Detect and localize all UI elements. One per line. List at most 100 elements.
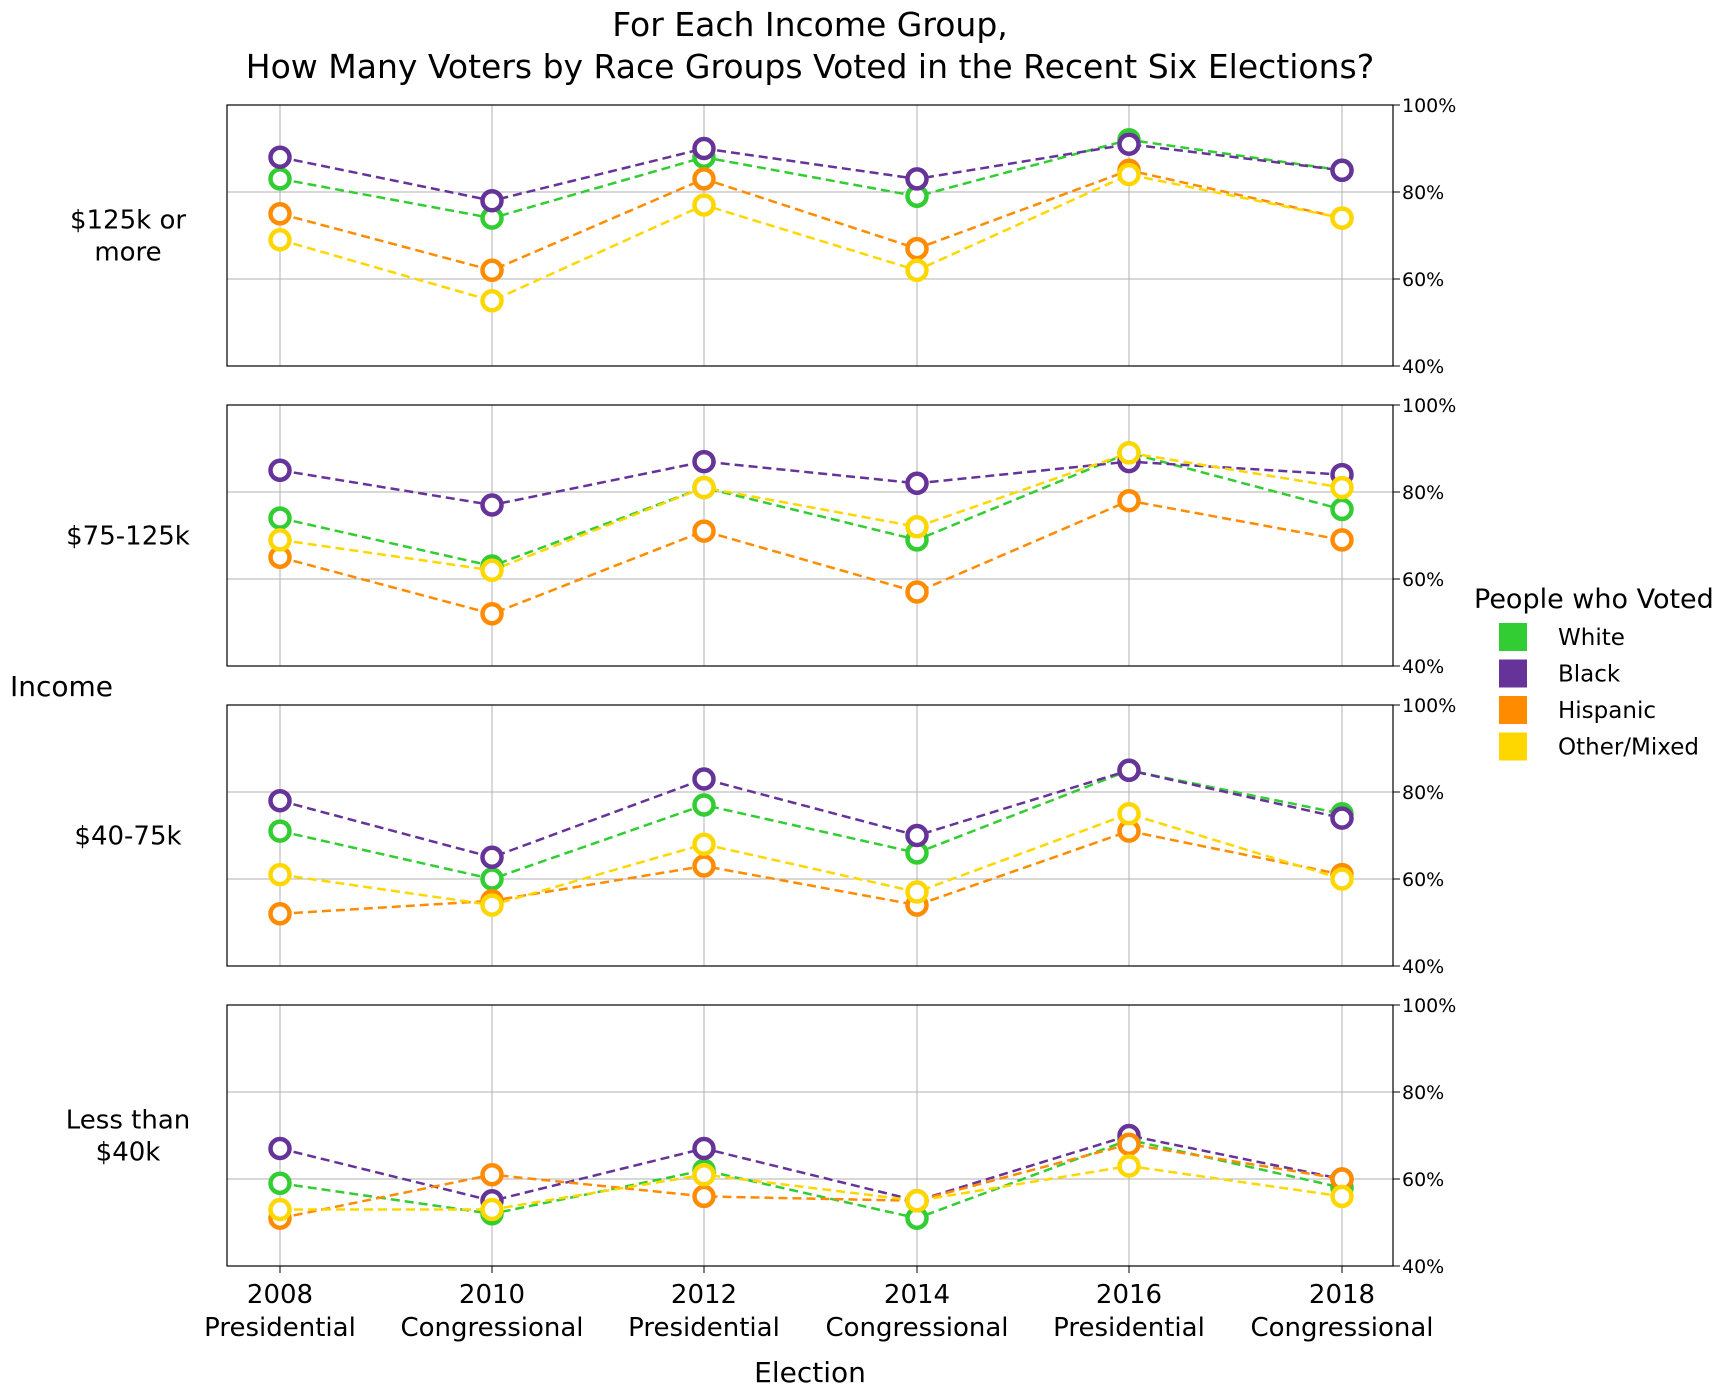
legend-label: Other/Mixed — [1558, 735, 1699, 761]
legend-label: Hispanic — [1558, 698, 1656, 724]
legend: People who Voted White Black Hispanic Other/… — [1474, 584, 1714, 761]
data-point — [268, 902, 292, 926]
data-point — [905, 580, 929, 604]
x-tick-kind: Presidential — [204, 1313, 356, 1343]
data-point — [1117, 162, 1141, 187]
data-point — [692, 1136, 716, 1161]
data-point — [268, 788, 292, 813]
series-line-white — [279, 1138, 1343, 1220]
series-line-black — [279, 142, 1343, 202]
data-point — [1117, 488, 1141, 513]
series-line-black — [279, 1134, 1343, 1203]
legend-swatch — [1499, 732, 1527, 761]
data-point — [480, 602, 504, 626]
data-point — [692, 167, 716, 191]
data-point — [692, 193, 716, 217]
x-tick-year: 2016 — [1096, 1280, 1162, 1310]
title-line-1: How Many Voters by Race Groups Voted in … — [246, 47, 1374, 86]
data-point — [1117, 1132, 1141, 1156]
panel-frame — [226, 104, 1394, 367]
data-point — [1330, 158, 1354, 183]
panel-label: Less than — [66, 1106, 190, 1136]
y-tick-label: 100% — [1402, 95, 1456, 117]
data-point — [692, 475, 716, 500]
data-point — [480, 867, 504, 891]
series-line-white — [279, 769, 1343, 881]
y-tick-label: 40% — [1402, 1256, 1444, 1278]
data-point — [1330, 806, 1354, 830]
y-tick-label: 80% — [1402, 782, 1444, 804]
data-point — [692, 449, 716, 474]
data-point — [480, 258, 504, 283]
data-point — [480, 1162, 504, 1187]
chart-title: For Each Income Group,How Many Voters by… — [246, 5, 1374, 86]
x-tick-year: 2010 — [459, 1280, 525, 1310]
data-point — [1117, 132, 1141, 156]
data-point — [268, 228, 292, 252]
y-tick-label: 60% — [1402, 569, 1444, 591]
series-line-black — [279, 460, 1343, 507]
x-tick-kind: Congressional — [400, 1313, 583, 1343]
legend-label: Black — [1558, 662, 1621, 688]
legend-title: People who Voted — [1474, 584, 1714, 615]
data-point — [905, 1189, 929, 1213]
data-point — [480, 188, 504, 213]
data-point — [1117, 802, 1141, 826]
x-tick-kind: Congressional — [825, 1313, 1008, 1343]
data-point — [268, 458, 292, 483]
panel-label: more — [94, 238, 161, 268]
panel-1: 40% 60% 80% 100% $75-125k — [66, 395, 1456, 678]
legend-swatch — [1499, 659, 1527, 688]
y-tick-label: 100% — [1402, 395, 1456, 417]
data-point — [1330, 1184, 1354, 1209]
data-point — [480, 558, 504, 583]
legend-label: White — [1558, 625, 1625, 651]
y-tick-label: 40% — [1402, 956, 1444, 978]
data-point — [268, 145, 292, 169]
x-tick-year: 2018 — [1309, 1280, 1375, 1310]
data-point — [905, 167, 929, 191]
y-tick-label: 80% — [1402, 482, 1444, 504]
data-point — [692, 136, 716, 161]
data-point — [692, 854, 716, 878]
y-tick-label: 100% — [1402, 995, 1456, 1017]
panel-label: $40-75k — [74, 822, 181, 852]
data-point — [1330, 497, 1354, 522]
data-point — [692, 767, 716, 791]
series-line-othermixed — [279, 173, 1343, 303]
x-tick-kind: Presidential — [628, 1313, 780, 1343]
data-point — [1117, 441, 1141, 465]
data-point — [1117, 1154, 1141, 1178]
data-point — [268, 1171, 292, 1196]
data-point — [480, 289, 504, 313]
data-point — [1330, 475, 1354, 500]
panel-label: $75-125k — [66, 522, 190, 552]
panel-label: $40k — [96, 1138, 161, 1168]
legend-swatch — [1499, 696, 1527, 724]
series-line-othermixed — [279, 451, 1343, 572]
x-tick-year: 2012 — [671, 1280, 737, 1310]
data-point — [1117, 758, 1141, 783]
y-tick-label: 60% — [1402, 1169, 1444, 1191]
data-point — [268, 862, 292, 887]
data-point — [480, 845, 504, 870]
data-point — [905, 880, 929, 904]
legend-swatch — [1499, 623, 1527, 651]
panel-frame — [226, 704, 1394, 967]
series-line-hispanic — [279, 829, 1343, 916]
data-point — [268, 819, 292, 843]
x-tick-kind: Presidential — [1053, 1313, 1205, 1343]
series-line-hispanic — [279, 499, 1343, 616]
y-tick-label: 80% — [1402, 182, 1444, 204]
panel-frame — [226, 1004, 1394, 1267]
series-line-black — [279, 769, 1343, 859]
x-axis: 2008Presidential2010Congressional2012Pre… — [204, 1266, 1434, 1343]
series-line-hispanic — [279, 1142, 1343, 1220]
data-point — [268, 167, 292, 191]
data-point — [268, 202, 292, 226]
panel-frame — [226, 404, 1394, 667]
x-tick-kind: Congressional — [1250, 1313, 1433, 1343]
